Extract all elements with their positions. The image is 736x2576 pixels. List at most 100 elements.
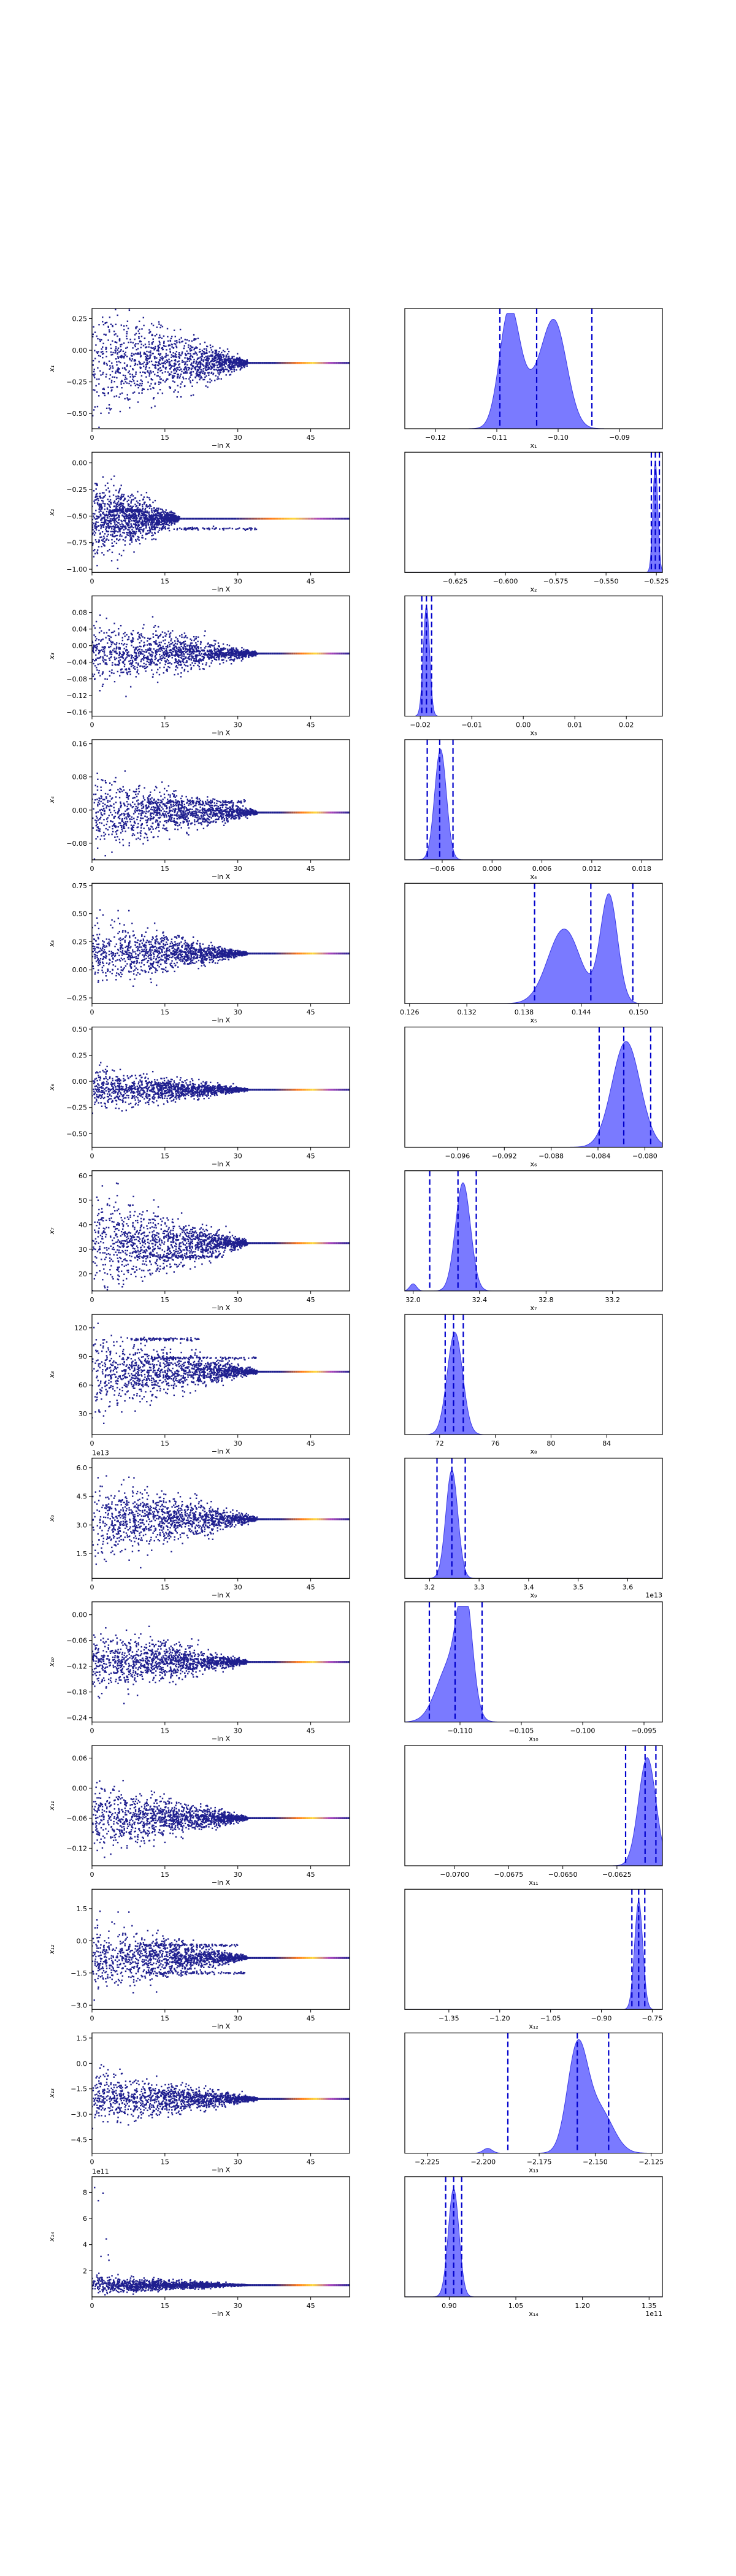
- scatter-point: [161, 527, 163, 530]
- scatter-point: [176, 519, 178, 521]
- scatter-point: [171, 365, 173, 367]
- scatter-point: [205, 355, 207, 358]
- scatter-point: [117, 347, 120, 349]
- scatter-point: [217, 367, 220, 369]
- scatter-point: [205, 348, 207, 350]
- scatter-point: [190, 659, 193, 661]
- scatter-point: [117, 371, 119, 373]
- scatter-point: [136, 380, 139, 382]
- scatter-point: [239, 359, 242, 362]
- scatter-point: [170, 337, 172, 340]
- scatter-point: [142, 498, 145, 500]
- scatter-point: [120, 497, 122, 499]
- scatter-point: [205, 362, 207, 364]
- scatter-point: [145, 524, 147, 526]
- scatter-point: [201, 653, 202, 655]
- scatter-point: [177, 369, 179, 370]
- scatter-point: [159, 381, 161, 383]
- scatter-point: [145, 518, 147, 521]
- scatter-point: [104, 663, 107, 665]
- scatter-point: [149, 531, 151, 533]
- scatter-point: [122, 532, 124, 534]
- scatter-point: [102, 388, 104, 390]
- scatter-point: [94, 525, 96, 527]
- scatter-point: [253, 655, 255, 657]
- scatter-point: [209, 381, 211, 383]
- scatter-point: [147, 811, 149, 813]
- scatter-point: [93, 375, 95, 377]
- scatter-point: [167, 656, 170, 658]
- scatter-point: [103, 537, 105, 539]
- scatter-point: [169, 361, 171, 363]
- scatter-point: [239, 651, 241, 653]
- scatter-point: [163, 527, 166, 529]
- scatter-point: [139, 651, 142, 653]
- scatter-point: [221, 360, 223, 362]
- y-tick-label: −0.25: [66, 486, 87, 494]
- scatter-point: [134, 519, 137, 521]
- scatter-point: [131, 374, 134, 376]
- scatter-point: [137, 648, 139, 651]
- scatter-point: [229, 361, 231, 363]
- scatter-point: [231, 651, 234, 653]
- scatter-point: [169, 350, 171, 353]
- scatter-point: [177, 521, 178, 523]
- scatter-point: [223, 369, 225, 371]
- x-tick-label: 0.01: [567, 721, 583, 729]
- scatter-point: [105, 334, 107, 336]
- scatter-point: [99, 355, 101, 358]
- scatter-point: [138, 392, 140, 394]
- scatter-point: [189, 646, 191, 648]
- scatter-point: [107, 498, 109, 500]
- scatter-point: [250, 527, 251, 529]
- scatter-point: [151, 334, 153, 337]
- scatter-point: [190, 652, 192, 654]
- scatter-point: [238, 654, 240, 656]
- scatter-point: [98, 830, 99, 832]
- scatter-point: [143, 511, 145, 513]
- scatter-point: [158, 518, 161, 519]
- scatter-point: [182, 652, 184, 654]
- scatter-point: [158, 653, 161, 656]
- scatter-point: [209, 805, 211, 807]
- scatter-point: [120, 383, 122, 385]
- scatter-point: [109, 651, 111, 653]
- scatter-point: [194, 527, 196, 529]
- scatter-point: [191, 639, 193, 642]
- scatter-point: [158, 383, 160, 385]
- scatter-point: [202, 815, 204, 817]
- scatter-point: [196, 375, 197, 377]
- scatter-point: [222, 662, 224, 664]
- scatter-point: [158, 508, 159, 510]
- scatter-point: [122, 504, 124, 507]
- scatter-point: [98, 539, 100, 541]
- scatter-point: [115, 646, 118, 648]
- scatter-point: [255, 654, 256, 656]
- scatter-point: [150, 637, 151, 640]
- y-tick-label: 0.04: [72, 626, 88, 634]
- scatter-point: [169, 511, 171, 513]
- scatter-point: [122, 539, 125, 541]
- scatter-point: [134, 359, 137, 362]
- scatter-point: [202, 668, 204, 670]
- scatter-point: [154, 335, 156, 337]
- scatter-point: [113, 510, 115, 513]
- scatter-point: [217, 361, 220, 362]
- scatter-point: [95, 621, 98, 623]
- scatter-point: [150, 521, 152, 524]
- scatter-point: [141, 517, 143, 519]
- scatter-point: [138, 635, 140, 638]
- scatter-point: [229, 366, 231, 368]
- scatter-point: [228, 657, 229, 659]
- scatter-point: [142, 522, 144, 524]
- scatter-point: [214, 658, 216, 660]
- scatter-point: [96, 553, 99, 554]
- scatter-point: [140, 343, 142, 345]
- scatter-point: [228, 370, 229, 373]
- scatter-point: [117, 502, 119, 504]
- scatter-point: [115, 518, 117, 519]
- scatter-point: [137, 507, 139, 508]
- scatter-point: [115, 502, 117, 504]
- scatter-point: [215, 375, 217, 377]
- scatter-point: [177, 662, 179, 664]
